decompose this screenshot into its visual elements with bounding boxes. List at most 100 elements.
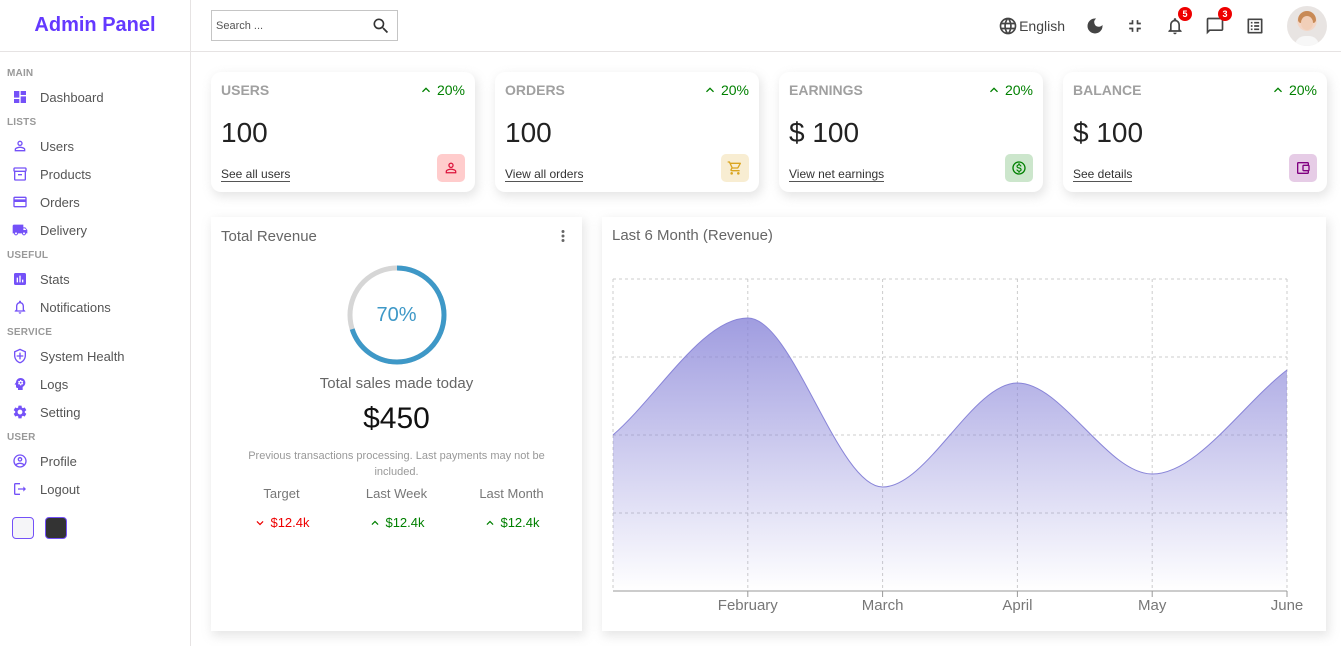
- progress-ring-arc: [347, 265, 446, 365]
- more-vert-icon[interactable]: [554, 227, 572, 245]
- widget-title: BALANCE: [1073, 82, 1142, 98]
- settings-icon: [13, 405, 27, 419]
- sidebar-item-products[interactable]: Products: [7, 160, 190, 188]
- bell-icon: [14, 300, 26, 314]
- widget-percentage-value: 20%: [1004, 82, 1033, 98]
- x-tick-label: March: [862, 597, 904, 614]
- widget-percentage: 20%: [1270, 82, 1317, 98]
- dark-theme-option[interactable]: [45, 517, 67, 539]
- sidebar-menu: MAIN Dashboard LISTS Users Products Orders Del…: [0, 52, 190, 539]
- light-theme-option[interactable]: [12, 517, 34, 539]
- widget-link[interactable]: See all users: [221, 167, 291, 182]
- widget-value: 100: [221, 116, 268, 148]
- summary-result: $12.4k: [457, 515, 567, 530]
- language-label[interactable]: English: [1019, 17, 1065, 34]
- section-title: LISTS: [7, 117, 37, 128]
- widget-value: $ 100: [789, 116, 860, 148]
- search-input[interactable]: [216, 19, 356, 32]
- notifications-button[interactable]: 5: [1165, 6, 1192, 36]
- summary-value: $12.4k: [385, 515, 425, 530]
- widget-icon-box[interactable]: [721, 154, 749, 182]
- widget-link[interactable]: View net earnings: [789, 167, 885, 182]
- sidebar-item-stats[interactable]: Stats: [7, 265, 190, 293]
- list-icon[interactable]: [1245, 16, 1265, 36]
- arrow-up-icon: [705, 87, 714, 93]
- credit-card-icon: [13, 196, 27, 208]
- globe-icon: [999, 17, 1017, 34]
- widget-icon-box[interactable]: [437, 154, 465, 182]
- widget-title: EARNINGS: [789, 82, 863, 98]
- sidebar-item-label: Users: [40, 138, 74, 154]
- widget-icon-box[interactable]: [1005, 154, 1033, 182]
- shopping-cart-icon: [727, 161, 742, 175]
- bell-outline-icon[interactable]: [1165, 16, 1185, 36]
- widgets-row: USERS 100 See all users 20% ORDERS 100 View al…: [191, 52, 1341, 192]
- widget-percentage-value: 20%: [720, 82, 749, 98]
- sidebar-item-label: System Health: [40, 348, 125, 364]
- progress-text: 70%: [376, 303, 417, 326]
- messages-button[interactable]: 3: [1205, 6, 1232, 36]
- navbar: English 5 3: [191, 0, 1341, 52]
- summary-title: Last Month: [479, 486, 544, 501]
- widget-icon-box[interactable]: [1289, 154, 1317, 182]
- sidebar-item-notifications[interactable]: Notifications: [7, 293, 190, 321]
- x-tick-label: February: [718, 597, 779, 614]
- sidebar-item-logs[interactable]: Logs: [7, 370, 190, 398]
- featured-amount: $450: [363, 402, 430, 435]
- widget-percentage-value: 20%: [436, 82, 465, 98]
- summary-title: Target: [263, 486, 300, 501]
- sidebar-item-label: Dashboard: [40, 89, 104, 105]
- widget-percentage: 20%: [418, 82, 465, 98]
- list-button[interactable]: [1245, 16, 1265, 36]
- sidebar-item-label: Stats: [40, 271, 70, 287]
- widget-percentage: 20%: [986, 82, 1033, 98]
- sidebar-item-label: Logs: [40, 376, 69, 392]
- moon-icon[interactable]: [1085, 16, 1105, 36]
- sidebar-item-orders[interactable]: Orders: [7, 188, 190, 216]
- sidebar-item-label: Orders: [40, 194, 80, 210]
- summary-value: $12.4k: [270, 515, 310, 530]
- widget-earnings: EARNINGS $ 100 View net earnings 20%: [779, 72, 1043, 192]
- avatar[interactable]: [1287, 5, 1327, 46]
- x-tick-label: May: [1138, 597, 1167, 614]
- search-icon[interactable]: [371, 16, 391, 36]
- summary-item: Last Week $12.4k: [342, 486, 452, 530]
- sidebar-item-delivery[interactable]: Delivery: [7, 216, 190, 244]
- person-outline-icon: [445, 162, 457, 174]
- series-line: [612, 317, 1288, 488]
- store-icon: [13, 167, 27, 181]
- sidebar-item-label: Logout: [40, 481, 80, 497]
- total-revenue-card: Total Revenue 70% Total sales made today…: [211, 217, 582, 631]
- widget-link[interactable]: View all orders: [505, 167, 584, 182]
- language-selector[interactable]: English: [998, 16, 1065, 36]
- logo[interactable]: Admin Panel: [0, 0, 190, 52]
- fullscreen-exit-icon[interactable]: [1125, 16, 1145, 36]
- sidebar-item-setting[interactable]: Setting: [7, 398, 190, 426]
- progress-ring: 70%: [347, 265, 447, 365]
- featured-description: Previous transactions processing. Last p…: [248, 450, 545, 478]
- sidebar-item-logout[interactable]: Logout: [7, 475, 190, 503]
- logo-text[interactable]: Admin Panel: [34, 14, 156, 36]
- summary-item: Last Month $12.4k: [457, 486, 567, 530]
- arrow-down-icon: [256, 520, 264, 525]
- x-tick-label: June: [1271, 597, 1304, 614]
- summary-title: Last Week: [365, 486, 428, 501]
- widget-link[interactable]: See details: [1073, 167, 1133, 182]
- dark-mode-toggle[interactable]: [1085, 16, 1105, 36]
- sidebar-item-label: Profile: [40, 453, 77, 469]
- featured-label: Total sales made today: [319, 375, 474, 392]
- psychology-icon: [14, 378, 26, 390]
- sidebar-item-users[interactable]: Users: [7, 132, 190, 160]
- sidebar-item-profile[interactable]: Profile: [7, 447, 190, 475]
- notifications-count-badge: 5: [1178, 6, 1192, 21]
- sidebar-item-dashboard[interactable]: Dashboard: [7, 83, 190, 111]
- dollar-icon: [1012, 161, 1026, 175]
- chat-bubble-icon[interactable]: [1205, 16, 1225, 36]
- x-tick-label: April: [1002, 597, 1032, 614]
- search-box[interactable]: [211, 10, 398, 41]
- section-title: SERVICE: [7, 327, 53, 338]
- sidebar-item-system-health[interactable]: System Health: [7, 342, 190, 370]
- person-icon: [14, 140, 26, 152]
- fullscreen-exit-button[interactable]: [1125, 16, 1145, 36]
- widget-users: USERS 100 See all users 20%: [211, 72, 475, 192]
